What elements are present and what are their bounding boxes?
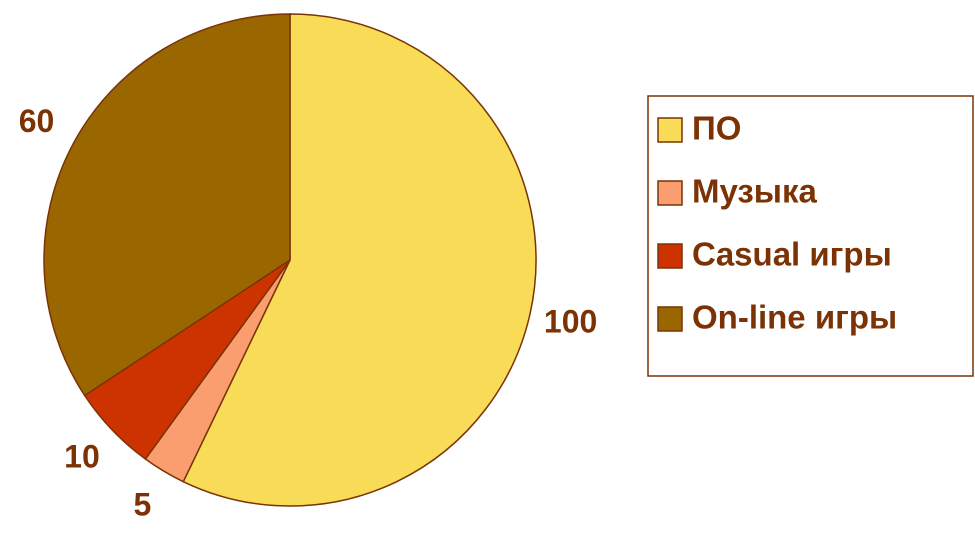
pie-slice: [43, 13, 291, 397]
legend-box: [647, 95, 974, 377]
pie-slice: [182, 13, 537, 507]
legend-swatch: [657, 306, 683, 332]
value-label: 60: [19, 103, 55, 139]
legend-swatch: [657, 180, 683, 206]
legend-label: ПО: [692, 110, 741, 147]
legend-swatch: [657, 117, 683, 143]
legend-label: On-line игры: [692, 299, 897, 336]
value-label: 100: [544, 303, 597, 339]
legend-label: Casual игры: [692, 236, 892, 273]
legend-swatch: [657, 243, 683, 269]
value-label: 5: [133, 487, 151, 523]
legend-label: Музыка: [692, 173, 818, 210]
value-label: 10: [64, 438, 100, 474]
